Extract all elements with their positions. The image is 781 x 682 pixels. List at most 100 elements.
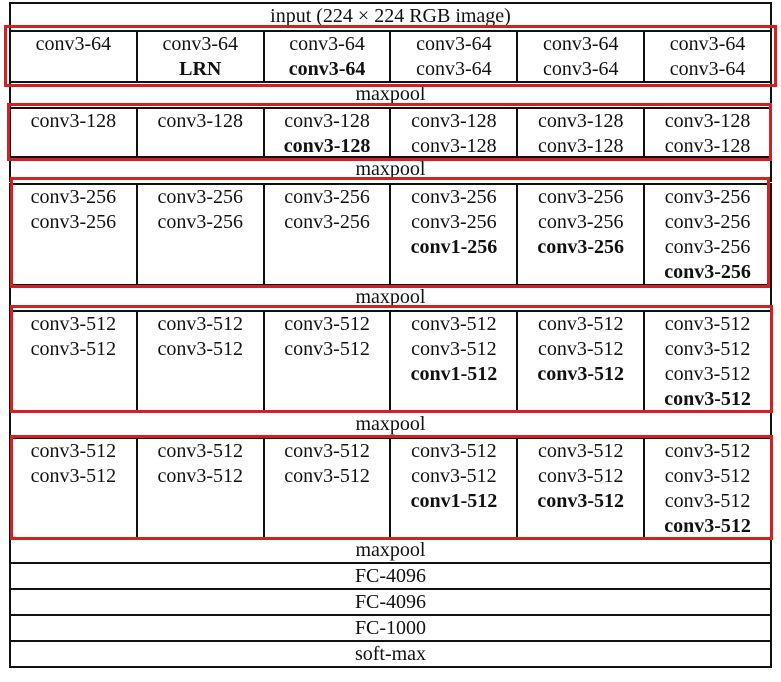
config-cell: conv3-512 conv3-512 xyxy=(265,312,392,411)
layer-label: conv3-512 xyxy=(664,338,751,360)
layer-label: conv3-256 xyxy=(157,211,244,233)
layer-label: conv3-512 xyxy=(664,465,751,487)
layer-label: conv3-256 xyxy=(411,186,497,208)
layer-label: conv3-512 xyxy=(30,440,117,462)
config-cell: conv3-64 conv3-64 xyxy=(645,32,770,81)
layer-label: conv3-64 xyxy=(416,33,492,55)
config-cell: conv3-512 conv3-512 xyxy=(265,439,392,537)
layer-label: conv3-64 xyxy=(542,33,619,55)
fc-row: FC-4096 xyxy=(9,564,772,590)
layer-label: conv3-128 xyxy=(537,110,624,132)
layer-label: conv3-512 xyxy=(157,313,244,335)
layer-label: conv3-512 xyxy=(157,465,244,487)
config-cell: conv3-512 conv3-512 conv3-512 conv3-512 xyxy=(645,439,770,537)
config-cell: conv3-512 conv3-512 xyxy=(138,312,265,411)
config-cell: conv3-128 xyxy=(11,109,138,156)
layer-label: conv3-256 xyxy=(284,186,370,208)
conv-block-5: conv3-512 conv3-512 conv3-512 conv3-512 conv… xyxy=(9,437,772,539)
layer-label: conv3-512 xyxy=(284,465,370,487)
layer-label: conv3-64 xyxy=(288,58,366,80)
layer-label: conv1-512 xyxy=(410,490,498,512)
layer-label: conv3-512 xyxy=(664,363,751,385)
maxpool-row: maxpool xyxy=(9,82,772,107)
layer-label: conv1-512 xyxy=(410,363,498,385)
layer-label: conv3-512 xyxy=(30,313,117,335)
layer-label: conv3-64 xyxy=(162,33,239,55)
layer-label: conv3-512 xyxy=(537,490,625,512)
config-cell: conv3-128 xyxy=(138,109,265,156)
layer-label: conv3-256 xyxy=(284,211,370,233)
maxpool-row: maxpool xyxy=(9,538,772,564)
fc-row: FC-1000 xyxy=(9,616,772,642)
config-cell: conv3-512 conv3-512 xyxy=(11,439,138,537)
layer-label: conv3-512 xyxy=(537,313,624,335)
config-cell: conv3-128 conv3-128 xyxy=(645,109,770,157)
layer-label: conv3-128 xyxy=(284,110,370,132)
config-cell: conv3-128 conv3-128 xyxy=(265,109,392,157)
layer-label: conv3-256 xyxy=(537,211,624,233)
layer-label: conv3-512 xyxy=(664,490,751,512)
layer-label: conv3-64 xyxy=(669,33,746,55)
config-cell: conv3-256 conv3-256 conv1-256 xyxy=(391,185,519,284)
layer-label: conv3-512 xyxy=(537,465,624,487)
conv-block-2: conv3-128 conv3-128 conv3-128 conv3-128 conv… xyxy=(9,107,772,158)
fc-row: soft-max xyxy=(9,642,772,668)
layer-label: conv3-512 xyxy=(664,440,751,462)
layer-label: conv3-128 xyxy=(537,135,624,157)
layer-label: conv3-128 xyxy=(157,110,244,132)
layer-label: conv3-128 xyxy=(411,110,497,132)
layer-label: conv3-512 xyxy=(411,313,497,335)
layer-label: conv3-512 xyxy=(664,388,751,410)
fc-row: FC-4096 xyxy=(9,590,772,616)
config-cell: conv3-512 conv3-512 conv1-512 xyxy=(391,439,519,537)
layer-label: conv3-512 xyxy=(157,338,244,360)
layer-label: conv3-256 xyxy=(30,211,117,233)
config-cell: conv3-64 conv3-64 xyxy=(265,32,392,81)
layer-label: conv3-256 xyxy=(664,211,751,233)
config-cell: conv3-512 conv3-512 xyxy=(11,312,138,411)
layer-label: conv3-64 xyxy=(669,58,746,80)
config-cell: conv3-64 conv3-64 xyxy=(518,32,646,81)
layer-label: conv3-256 xyxy=(664,236,751,258)
layer-label: conv3-64 xyxy=(289,33,365,55)
config-cell: conv3-256 conv3-256 conv3-256 conv3-256 xyxy=(645,185,770,284)
layer-label: conv3-128 xyxy=(664,110,751,132)
conv-block-1: conv3-64 conv3-64 LRN conv3-64 conv3-64 conv3… xyxy=(9,30,772,83)
config-cell: conv3-64 conv3-64 xyxy=(391,32,519,81)
maxpool-row: maxpool xyxy=(9,285,772,310)
layer-label: conv3-64 xyxy=(35,33,112,55)
layer-label: conv3-64 xyxy=(416,58,492,80)
layer-label: conv3-512 xyxy=(30,338,117,360)
config-cell: conv3-256 conv3-256 xyxy=(265,185,392,284)
layer-label: conv3-512 xyxy=(284,440,370,462)
config-cell: conv3-64 LRN xyxy=(138,32,265,81)
config-cell: conv3-512 conv3-512 conv1-512 xyxy=(391,312,519,411)
config-cell: conv3-512 conv3-512 conv3-512 conv3-512 xyxy=(645,312,770,411)
table-top-rule xyxy=(9,2,772,4)
config-cell: conv3-64 xyxy=(11,32,138,81)
layer-label: conv3-128 xyxy=(664,135,751,157)
config-cell: conv3-512 conv3-512 conv3-512 xyxy=(518,439,646,537)
layer-label: conv3-256 xyxy=(30,186,117,208)
layer-label: conv3-512 xyxy=(537,440,624,462)
config-cell: conv3-128 conv3-128 xyxy=(391,109,519,157)
config-cell: conv3-256 conv3-256 xyxy=(11,185,138,284)
layer-label: conv3-512 xyxy=(157,440,244,462)
layer-label: conv3-512 xyxy=(537,363,625,385)
layer-label: conv3-512 xyxy=(664,313,751,335)
config-cell: conv3-256 conv3-256 conv3-256 xyxy=(518,185,646,284)
conv-block-3: conv3-256 conv3-256 conv3-256 conv3-256 conv… xyxy=(9,183,772,286)
layer-label: conv3-512 xyxy=(664,515,751,537)
layer-label: conv3-256 xyxy=(664,261,751,283)
layer-label: conv3-512 xyxy=(411,465,497,487)
layer-label: conv3-512 xyxy=(411,440,497,462)
config-cell: conv3-256 conv3-256 xyxy=(138,185,265,284)
layer-label: conv3-512 xyxy=(30,465,117,487)
layer-label: conv3-512 xyxy=(537,338,624,360)
conv-block-4: conv3-512 conv3-512 conv3-512 conv3-512 conv… xyxy=(9,310,772,413)
layer-label: conv3-256 xyxy=(537,236,625,258)
layer-label: conv3-128 xyxy=(411,135,497,157)
layer-label: conv3-256 xyxy=(411,211,497,233)
layer-label: conv3-512 xyxy=(284,313,370,335)
